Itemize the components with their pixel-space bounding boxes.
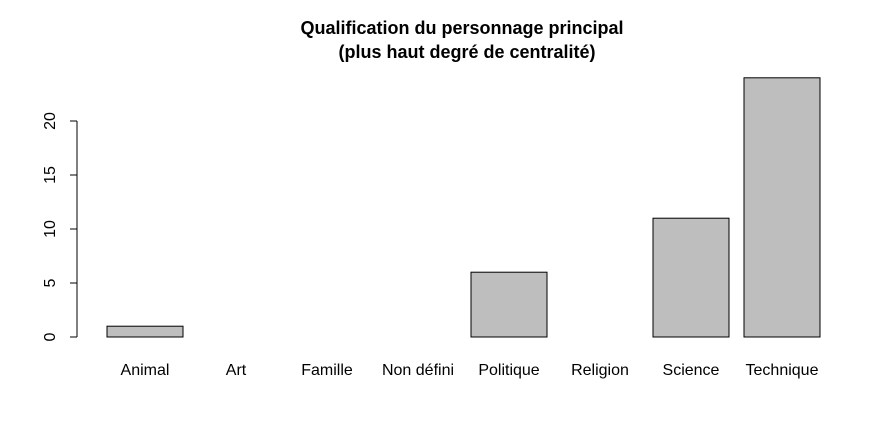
bar-science	[652, 217, 730, 338]
x-category-label: Famille	[301, 362, 353, 379]
x-category-label: Animal	[121, 362, 170, 379]
y-tick-label: 15	[42, 166, 59, 184]
x-axis-labels: Animal Art Famille Non défini Politique Relig…	[121, 362, 819, 379]
chart-title-line2: (plus haut degré de centralité)	[338, 42, 595, 62]
bar-politique	[470, 271, 548, 338]
y-tick-label: 0	[42, 332, 59, 341]
y-tick-label: 20	[42, 112, 59, 130]
y-tick-label: 10	[42, 220, 59, 238]
x-category-label: Religion	[571, 362, 629, 379]
bar-animal	[106, 325, 184, 338]
y-axis: 0 5 10 15 20	[42, 112, 78, 341]
x-category-label: Politique	[478, 362, 539, 379]
x-category-label: Technique	[746, 362, 819, 379]
chart-title-line1: Qualification du personnage principal	[300, 18, 623, 38]
x-category-label: Science	[663, 362, 720, 379]
x-category-label: Non défini	[382, 362, 454, 379]
y-tick-label: 5	[42, 278, 59, 287]
bars	[106, 77, 821, 338]
bar-technique	[743, 77, 821, 338]
x-category-label: Art	[226, 362, 247, 379]
